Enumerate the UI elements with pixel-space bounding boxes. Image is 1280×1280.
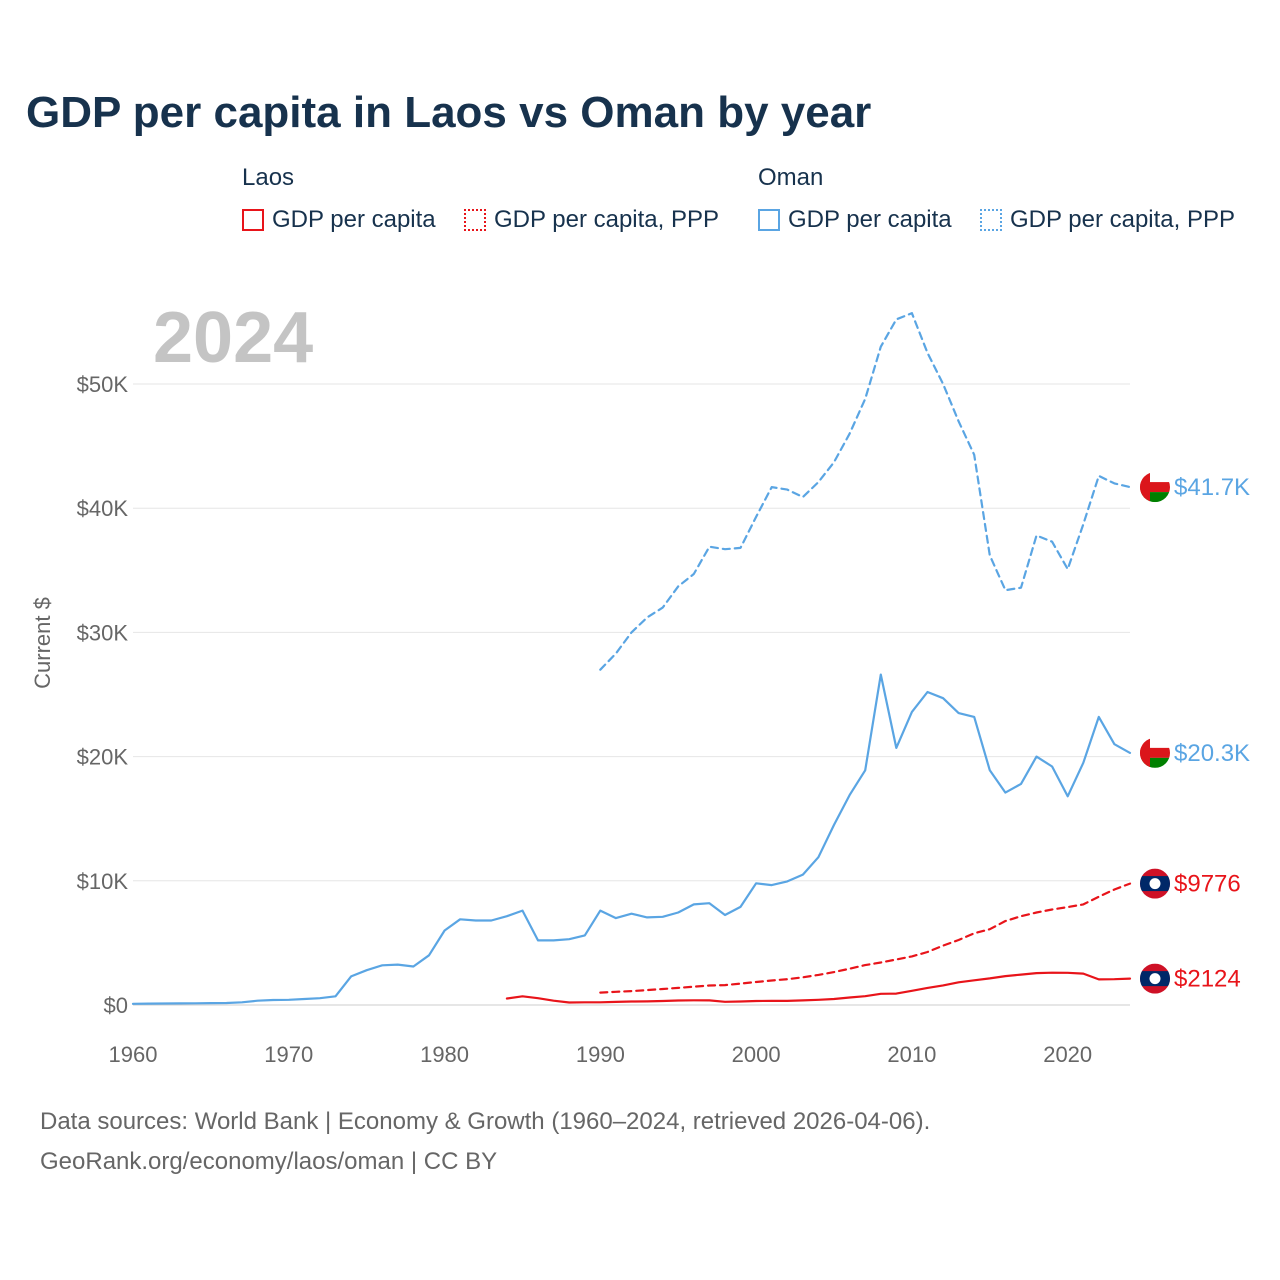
flag-stripe (1140, 737, 1150, 768)
flag-stripe (1140, 472, 1150, 503)
flag-stripe (1140, 757, 1170, 768)
series-line-1 (599, 312, 1132, 671)
legend-group-oman: Oman (758, 164, 824, 191)
flag-shape (1140, 472, 1170, 503)
oman-flag-icon (1140, 737, 1170, 768)
year-watermark: 2024 (153, 298, 313, 378)
chart-title: GDP per capita in Laos vs Oman by year (26, 88, 872, 137)
legend-item-laos-gdp[interactable]: GDP per capita (242, 206, 436, 234)
legend-swatch-dotted-icon (464, 209, 486, 231)
y-tick-label: $40K (77, 496, 129, 521)
footer-credit: GeoRank.org/economy/laos/oman | CC BY (40, 1148, 498, 1175)
y-axis-label: Current $ (30, 597, 55, 689)
y-tick-label: $10K (77, 869, 129, 894)
flag-shape (1140, 868, 1170, 899)
legend-item-oman-gdp-ppp[interactable]: GDP per capita, PPP (980, 206, 1235, 234)
x-tick-label: 2010 (887, 1042, 936, 1067)
series-end-label: $2124 (1174, 966, 1241, 993)
x-tick-label: 1990 (576, 1042, 625, 1067)
flag-stripe (1140, 747, 1170, 758)
legend-swatch-dotted-icon (980, 209, 1002, 231)
y-tick-label: $0 (104, 993, 128, 1018)
legend-label: GDP per capita, PPP (1010, 206, 1235, 233)
series-end-label: $20.3K (1174, 740, 1250, 767)
y-tick-label: $20K (77, 745, 129, 770)
oman-flag-icon (1140, 472, 1170, 503)
series-line-2 (505, 971, 1132, 1004)
series-line-3 (599, 882, 1132, 994)
series-end-label: $41.7K (1174, 474, 1250, 501)
footer-sources: Data sources: World Bank | Economy & Gro… (40, 1108, 931, 1135)
flag-stripe (1140, 482, 1170, 493)
y-tick-label: $30K (77, 620, 129, 645)
flag-stripe (1140, 737, 1170, 748)
flag-shape (1140, 963, 1170, 994)
flag-disc (1149, 973, 1161, 985)
laos-flag-icon (1140, 868, 1170, 899)
flag-stripe (1140, 492, 1170, 503)
flag-stripe (1140, 472, 1170, 483)
y-tick-label: $50K (77, 372, 129, 397)
x-tick-label: 2020 (1043, 1042, 1092, 1067)
legend-item-oman-gdp[interactable]: GDP per capita (758, 206, 952, 234)
laos-flag-icon (1140, 963, 1170, 994)
x-tick-label: 1960 (109, 1042, 158, 1067)
flag-shape (1140, 737, 1170, 768)
legend-label: GDP per capita, PPP (494, 206, 719, 233)
legend-item-laos-gdp-ppp[interactable]: GDP per capita, PPP (464, 206, 719, 234)
x-tick-label: 2000 (732, 1042, 781, 1067)
series-end-label: $9776 (1174, 871, 1241, 898)
legend-label: GDP per capita (788, 206, 952, 233)
series-line-0 (131, 673, 1132, 1005)
chart-area: 2024 $0 $10K $20K $30K $40K $50K 1960 1970 1980 1… (30, 298, 1250, 1067)
legend-swatch-solid-icon (242, 209, 264, 231)
legend-label: GDP per capita (272, 206, 436, 233)
x-tick-label: 1970 (264, 1042, 313, 1067)
x-tick-label: 1980 (420, 1042, 469, 1067)
flag-disc (1149, 878, 1161, 890)
legend-group-laos: Laos (242, 164, 295, 191)
legend-swatch-solid-icon (758, 209, 780, 231)
